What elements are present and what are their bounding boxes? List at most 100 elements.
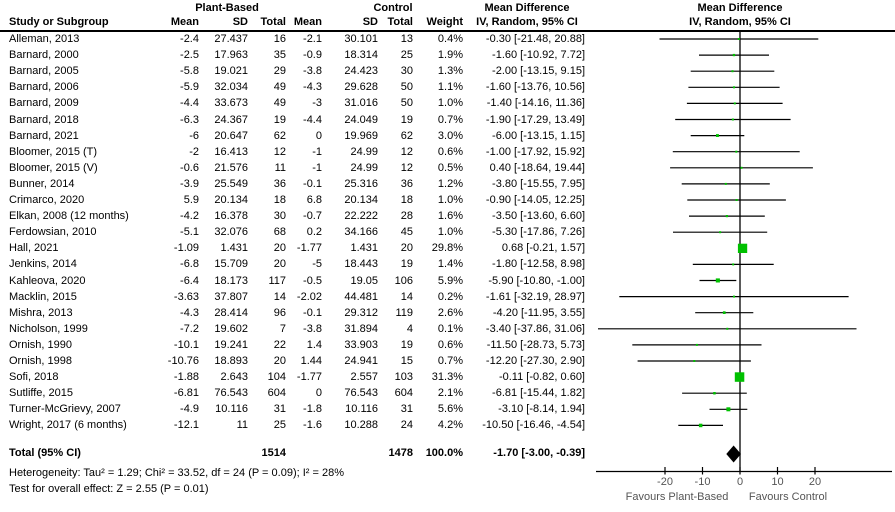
heterogeneity-text: Heterogeneity: Tau² = 1.29; Chi² = 33.52… [9,467,344,479]
c-sd: 24.941 [344,355,378,367]
pb-mean: -4.2 [180,210,199,223]
study-name: Hall, 2021 [9,242,59,255]
md-ci: -1.90 [-17.29, 13.49] [485,113,585,126]
c-sd: 22.222 [344,210,378,223]
table-row: Ferdowsian, 2010 -5.1 32.076 68 0.2 34.166 45 1… [0,224,895,240]
column-header-c-total: Total [387,16,413,28]
table-row: Nicholson, 1999 -7.2 19.602 7 -3.8 31.894 4 0.1… [0,321,895,337]
c-sd: 1.431 [350,242,378,255]
c-total: 12 [400,161,413,174]
pb-sd: 19.021 [214,65,248,78]
table-row: Turner-McGrievy, 2007 -4.9 10.116 31 -1.8 10.… [0,401,895,417]
favours-left-label: Favours Plant-Based [626,491,729,503]
effect-square [713,392,716,395]
column-header-study: Study or Subgroup [9,16,109,28]
study-name: Bloomer, 2015 (T) [9,145,98,158]
weight: 2.1% [437,387,463,400]
effect-square [732,263,735,266]
total-diamond [726,445,741,463]
effect-square [732,53,736,57]
plot-title: Mean Difference [697,2,783,14]
c-total: 50 [400,81,413,94]
study-name: Jenkins, 2014 [9,258,77,271]
c-mean: 1.44 [300,355,322,367]
pb-total: 18 [273,194,286,206]
md-ci: -3.50 [-13.60, 6.60] [492,210,585,223]
study-name: Sofi, 2018 [9,371,59,384]
c-mean: -1.77 [296,371,322,384]
pb-sd: 18.893 [214,355,248,367]
pb-sd: 19.602 [214,322,248,335]
c-total: 106 [394,274,413,287]
md-ci: -5.90 [-10.80, -1.00] [488,274,585,287]
c-sd: 10.288 [344,419,378,432]
c-total: 604 [394,387,413,400]
study-name: Bunner, 2014 [9,177,75,190]
pb-total: 96 [273,306,286,319]
pb-mean: -6.3 [180,113,199,126]
c-mean: -3 [312,97,322,110]
c-total: 30 [400,65,413,78]
study-name: Barnard, 2006 [9,81,79,94]
c-total: 24 [400,419,413,432]
study-name: Turner-McGrievy, 2007 [9,403,121,416]
pb-mean: -0.6 [180,161,199,174]
pb-sd: 16.413 [214,145,248,158]
weight: 1.4% [437,258,463,271]
pb-mean: 5.9 [183,194,199,206]
table-row: Alleman, 2013 -2.4 27.437 16 -2.1 30.101 13 0.4… [0,31,895,47]
column-header-pb-sd: SD [232,16,248,28]
c-sd: 18.443 [344,258,378,271]
md-ci: -3.40 [-37.86, 31.06] [485,322,585,335]
pb-total: 68 [273,226,286,239]
pb-sd: 20.134 [214,194,248,206]
pb-sd: 2.643 [220,371,248,384]
axis-tick-label: 20 [809,476,821,488]
pb-mean: -10.76 [167,355,199,367]
md-ci: -2.00 [-13.15, 9.15] [492,65,585,78]
weight: 0.7% [437,355,463,367]
c-mean: -2.02 [296,290,322,303]
c-total: 103 [394,371,413,384]
column-header-pb-mean: Mean [170,16,199,28]
effect-square [731,70,734,73]
c-mean: -3.8 [303,65,322,78]
c-total: 36 [400,177,413,190]
pb-mean: -4.3 [180,306,199,319]
c-total: 12 [400,145,413,158]
total-weight: 100.0% [425,447,463,459]
pb-sd: 37.807 [214,290,248,303]
c-mean: 1.4 [306,338,322,351]
table-row: Sutliffe, 2015 -6.81 76.543 604 0 76.543 604 2.… [0,385,895,401]
pb-mean: -6.8 [180,258,199,271]
table-row: Crimarco, 2020 5.9 20.134 18 6.8 20.134 18 1.0%… [0,192,895,208]
pb-mean: -4.4 [180,97,199,110]
pb-total: 49 [273,81,286,94]
weight: 0.7% [437,113,463,126]
pb-total: 11 [274,161,286,174]
pb-mean: -4.9 [180,403,199,416]
weight: 4.2% [437,419,463,432]
weight: 1.2% [437,177,463,190]
table-row: Kahleova, 2020 -6.4 18.173 117 -0.5 19.05 106 5… [0,273,895,289]
effect-square [719,231,722,234]
header-rule [0,30,895,32]
pb-mean: -2.4 [180,33,199,45]
study-name: Kahleova, 2020 [9,274,86,287]
table-row: Jenkins, 2014 -6.8 15.709 20 -5 18.443 19 1.4% -… [0,256,895,272]
md-ci: -1.40 [-14.16, 11.36] [486,97,585,110]
c-mean: -0.9 [303,49,322,62]
c-sd: 24.423 [344,65,378,78]
md-ci: -1.60 [-13.76, 10.56] [485,81,585,94]
study-name: Barnard, 2000 [9,49,79,62]
pb-total: 25 [273,419,286,432]
pb-total: 20 [273,258,286,271]
table-row: Elkan, 2008 (12 months) -4.2 16.378 30 -0.7 2… [0,208,895,224]
c-mean: -5 [312,258,322,271]
c-sd: 24.99 [350,145,378,158]
table-row: Bloomer, 2015 (V) -0.6 21.576 11 -1 24.99 12 0.… [0,160,895,176]
md-ci: -3.10 [-8.14, 1.94] [498,403,585,416]
c-mean: 0 [315,129,322,142]
table-row: Sofi, 2018 -1.88 2.643 104 -1.77 2.557 103 31.3… [0,369,895,385]
